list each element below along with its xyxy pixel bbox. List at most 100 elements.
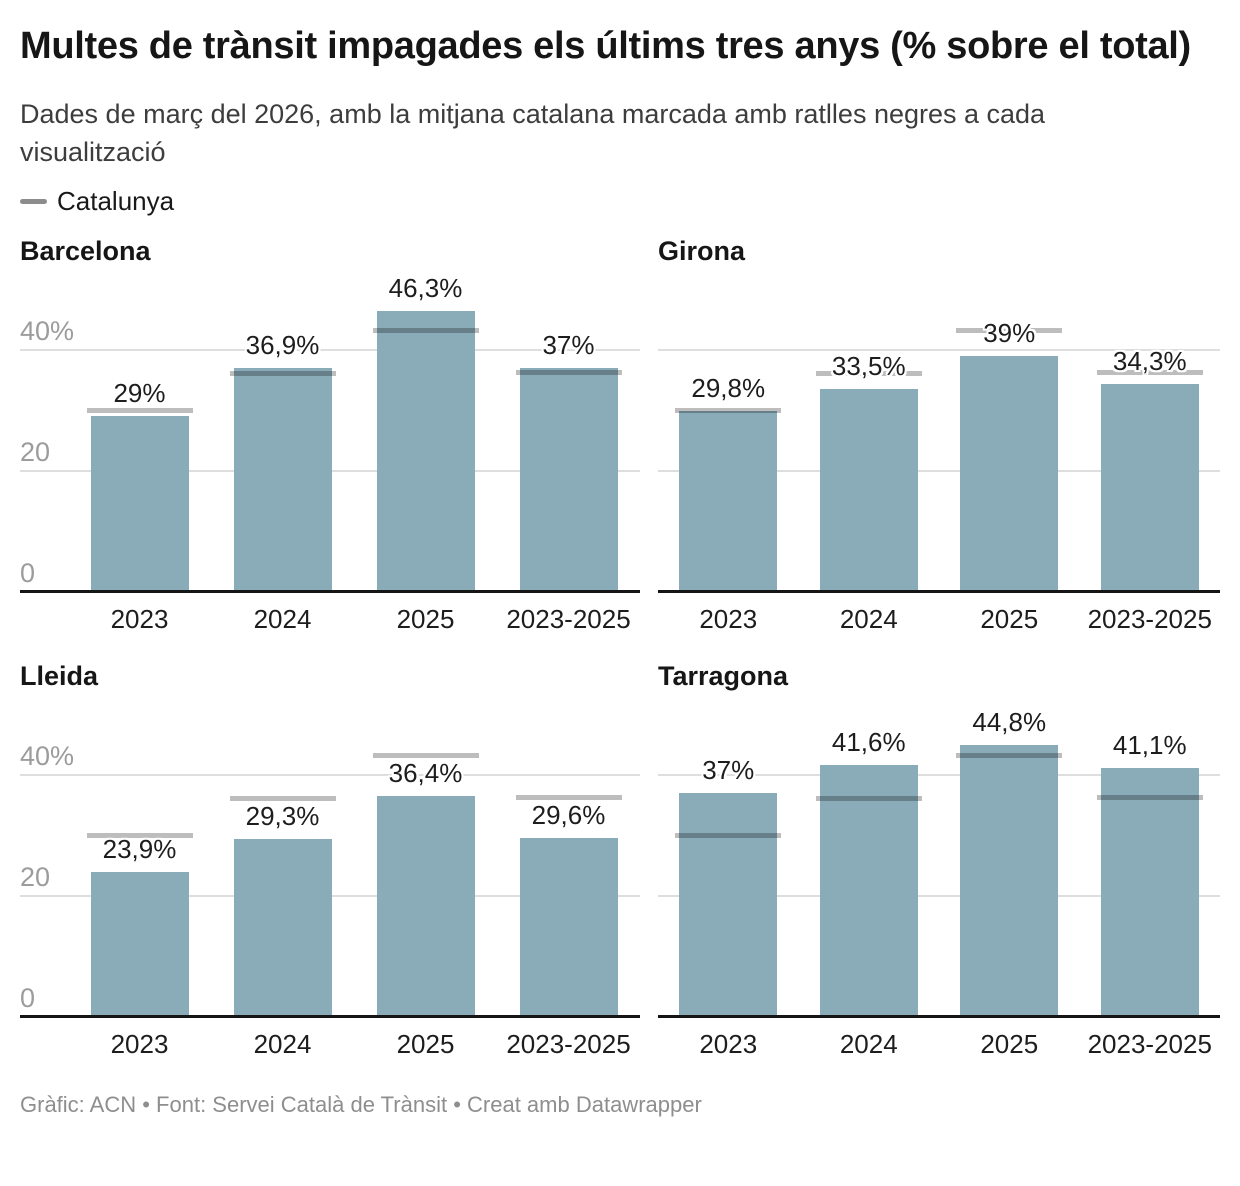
gridline <box>658 469 1220 472</box>
catalunya-reference-line <box>86 408 193 414</box>
plot-area: 40% 20 0 29% 36,9% 46,3% 37% <box>20 274 640 593</box>
bar-value-label: 29,3% <box>245 801 320 832</box>
y-axis-tick-label: 20 <box>20 861 51 892</box>
bar-value-label: 36,9% <box>245 330 320 361</box>
bar <box>376 311 475 592</box>
bar <box>376 796 475 1017</box>
bar <box>233 839 332 1017</box>
x-axis-tick-label: 2024 <box>253 604 312 634</box>
bars-region: 37% 41,6% 44,8% 41,1% <box>658 708 1220 1017</box>
bar-value-label: 37% <box>542 329 595 360</box>
bar <box>90 416 189 592</box>
bar <box>679 792 778 1017</box>
catalunya-reference-line <box>1096 369 1203 375</box>
catalunya-reference-line <box>229 795 336 801</box>
bar-value-label: 41,6% <box>831 726 906 757</box>
bar-value-label: 36,4% <box>388 758 463 789</box>
x-axis: 2023 2024 2025 2023-2025 <box>20 592 640 634</box>
chart-panel: Girona 29,8% 33,5% 39% 34,3% 2023 2024 2025 2023… <box>658 237 1220 634</box>
y-axis-tick-label: 0 <box>20 983 36 1013</box>
catalunya-reference-line <box>675 408 782 414</box>
plot-area: 40% 20 0 23,9% 29,3% 36,4% 29,6% <box>20 720 640 1018</box>
catalunya-reference-line <box>815 370 922 376</box>
x-axis: 2023 2024 2025 2023-2025 <box>658 592 1220 634</box>
x-axis-baseline <box>658 590 1220 593</box>
bar-value-label: 34,3% <box>1112 346 1187 377</box>
catalunya-reference-line <box>86 833 193 839</box>
gridline <box>658 894 1220 897</box>
chart-panel: Barcelona 40% 20 0 29% 36,9% 46,3% 37% 2023 2024 2… <box>20 237 640 634</box>
y-axis-tick-label: 40% <box>20 315 75 346</box>
chart-subtitle: Dades de març del 2026, amb la mitjana c… <box>20 99 1046 167</box>
x-axis-tick-label: 2024 <box>839 604 898 634</box>
bar-value-label: 37% <box>702 754 755 785</box>
x-axis-labels: 2023 2024 2025 2023-2025 <box>658 592 1220 634</box>
x-axis: 2023 2024 2025 2023-2025 <box>658 1017 1220 1059</box>
bar-value-label: 29,6% <box>531 799 606 830</box>
plot-area: 37% 41,6% 44,8% 41,1% <box>658 708 1220 1018</box>
catalunya-reference-line <box>956 328 1063 334</box>
bar-value-label: 29,8% <box>691 373 766 404</box>
small-multiples-grid: Barcelona 40% 20 0 29% 36,9% 46,3% 37% 2023 2024 2… <box>20 237 1220 1059</box>
bar <box>233 368 332 592</box>
x-axis-tick-label: 2024 <box>253 1029 312 1059</box>
catalunya-reference-line <box>372 753 479 759</box>
bars-region: 23,9% 29,3% 36,4% 29,6% <box>68 720 640 1017</box>
x-axis-tick-label: 2023-2025 <box>506 1029 631 1059</box>
reference-line-legend-dash-icon <box>20 198 47 204</box>
x-axis-tick-label: 2023 <box>699 1029 758 1059</box>
x-axis-tick-label: 2023-2025 <box>506 604 631 634</box>
bar-value-label: 41,1% <box>1112 729 1187 760</box>
bar <box>819 388 918 592</box>
legend: Catalunya <box>20 185 1220 216</box>
x-axis-labels: 2023 2024 2025 2023-2025 <box>68 1017 640 1059</box>
gridline <box>658 773 1220 776</box>
x-axis-tick-label: 2025 <box>980 604 1039 634</box>
bar-value-label: 29% <box>113 378 166 409</box>
bar-value-label: 39% <box>983 317 1036 348</box>
catalunya-reference-line <box>675 833 782 839</box>
x-axis-tick-label: 2023-2025 <box>1087 604 1212 634</box>
bar <box>819 764 918 1017</box>
bar-value-label: 23,9% <box>102 834 177 865</box>
bar <box>679 411 778 592</box>
x-axis-tick-label: 2025 <box>396 604 455 634</box>
x-axis-tick-label: 2024 <box>839 1029 898 1059</box>
x-axis-tick-label: 2023 <box>110 604 169 634</box>
gridline <box>20 348 640 351</box>
bar <box>90 872 189 1017</box>
gridline <box>20 773 640 776</box>
x-axis-tick-label: 2025 <box>980 1029 1039 1059</box>
x-axis-baseline <box>20 1015 640 1018</box>
bars-region: 29% 36,9% 46,3% 37% <box>68 274 640 592</box>
bar-value-label: 33,5% <box>831 350 906 381</box>
catalunya-reference-line <box>815 795 922 801</box>
bar-value-label: 44,8% <box>972 707 1047 738</box>
bar <box>519 837 618 1017</box>
panel-title: Barcelona <box>20 236 151 266</box>
chart-title: Multes de trànsit impagades els últims t… <box>20 25 1191 67</box>
chart-panel: Tarragona 37% 41,6% 44,8% 41,1% 2023 2024 2025 2… <box>658 662 1220 1059</box>
y-axis-tick-label: 0 <box>20 558 36 588</box>
x-axis-baseline <box>658 1015 1220 1018</box>
x-axis-labels: 2023 2024 2025 2023-2025 <box>658 1017 1220 1059</box>
legend-label: Catalunya <box>57 185 175 216</box>
chart-footer: Gràfic: ACN • Font: Servei Català de Trà… <box>20 1092 702 1117</box>
x-axis-baseline <box>20 590 640 593</box>
panel-title: Tarragona <box>658 661 789 691</box>
x-axis-tick-label: 2023 <box>699 604 758 634</box>
bar <box>960 355 1059 592</box>
y-axis-tick-label: 20 <box>20 436 51 467</box>
catalunya-reference-line <box>229 370 336 376</box>
bar <box>960 745 1059 1017</box>
datawrapper-chart: Multes de trànsit impagades els últims t… <box>20 25 1220 1117</box>
bar <box>519 367 618 592</box>
x-axis-tick-label: 2023-2025 <box>1087 1029 1212 1059</box>
bar <box>1100 767 1199 1017</box>
catalunya-reference-line <box>1096 794 1203 800</box>
panel-title: Lleida <box>20 661 99 691</box>
bars-region: 29,8% 33,5% 39% 34,3% <box>658 295 1220 592</box>
gridline <box>658 348 1220 351</box>
bar <box>1100 384 1199 592</box>
catalunya-reference-line <box>515 369 622 375</box>
